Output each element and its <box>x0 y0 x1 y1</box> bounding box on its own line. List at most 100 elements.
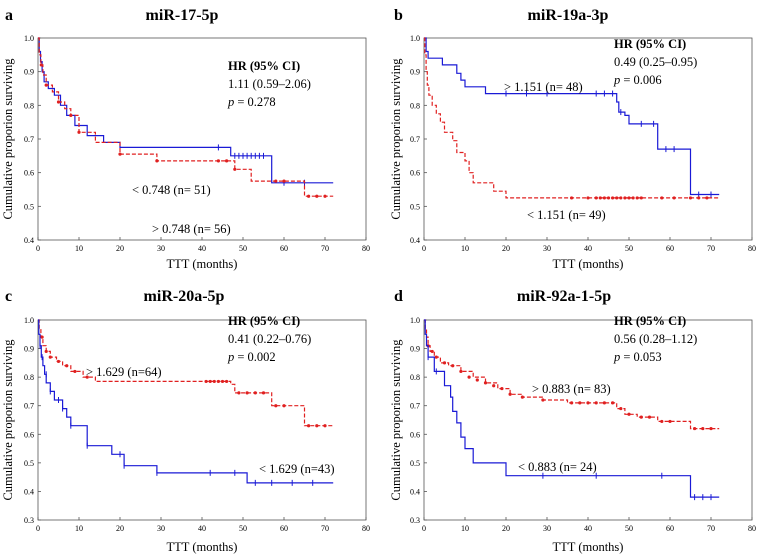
x-tick-label: 10 <box>75 244 83 253</box>
censor-mark-red <box>627 412 631 416</box>
y-tick-label: 0.8 <box>410 373 420 382</box>
series-label-blue: < 0.748 (n= 51) <box>132 183 211 197</box>
censor-mark-red <box>430 349 434 354</box>
panel-title: miR-19a-3p <box>528 7 609 24</box>
x-tick-label: 70 <box>707 524 715 533</box>
p-number: = 0.278 <box>234 95 275 109</box>
x-tick-label: 40 <box>584 524 592 533</box>
censor-mark-red <box>467 375 471 379</box>
censor-mark-red <box>451 364 455 368</box>
y-tick-label: 0.8 <box>24 373 34 382</box>
censor-mark-red <box>586 196 590 200</box>
censor-mark-red <box>204 379 208 384</box>
x-tick-label: 0 <box>36 244 40 253</box>
censor-mark-red <box>39 63 43 67</box>
hr-value: 1.11 (0.59–2.06) <box>228 77 311 91</box>
x-tick-label: 70 <box>321 524 329 533</box>
p-value: p = 0.002 <box>227 350 276 364</box>
censor-mark-red <box>69 113 73 118</box>
panel-letter: d <box>394 288 403 305</box>
panel-letter: a <box>5 7 13 24</box>
censor-mark-red <box>508 392 512 396</box>
x-tick-label: 50 <box>625 524 633 533</box>
censor-mark-red <box>233 167 237 171</box>
censor-mark-red <box>323 194 327 198</box>
x-tick-label: 30 <box>157 524 165 533</box>
censor-mark-red <box>520 395 525 399</box>
y-tick-label: 0.4 <box>410 236 420 245</box>
plot-frame <box>423 319 753 521</box>
censor-mark-red <box>225 159 229 163</box>
censor-mark-red <box>220 379 225 384</box>
censor-mark-red <box>672 196 676 200</box>
panel-d: d miR-92a-1-5p 0.3 0.4 0.5 0.6 0.7 0.8 0.9 1.0 0 10… <box>389 288 756 554</box>
censor-mark-red <box>434 355 438 359</box>
censor-mark-red <box>44 83 48 87</box>
censor-mark-red <box>261 391 266 395</box>
censor-mark-red <box>65 364 69 368</box>
x-tick-label: 80 <box>362 524 370 533</box>
censor-mark-red <box>635 196 639 200</box>
x-tick-label: 0 <box>36 524 40 533</box>
x-axis-label: TTT (months) <box>553 257 624 271</box>
x-tick-label: 70 <box>707 244 715 253</box>
censor-mark-red <box>208 379 212 384</box>
panel-a: a miR-17-5p 0.4 0.5 0.6 0.7 0.8 0.9 1.0 0 10 20 30 40… <box>1 7 370 271</box>
x-tick-label: 40 <box>198 244 206 253</box>
x-tick-label: 60 <box>666 524 674 533</box>
censor-mark-red <box>245 391 249 395</box>
censor-mark-red <box>492 384 496 388</box>
x-tick-label: 40 <box>584 244 592 253</box>
censor-mark-red <box>315 424 319 428</box>
y-tick-label: 0.7 <box>24 402 34 411</box>
x-tick-label: 50 <box>239 244 247 253</box>
panel-b: b miR-19a-3p 0.4 0.5 0.6 0.7 0.8 0.9 1.0 0 10 20 30 4… <box>389 7 756 271</box>
censor-mark-red <box>77 130 81 134</box>
censor-mark-red <box>73 369 77 374</box>
y-tick-label: 0.6 <box>24 430 34 439</box>
censor-mark-red <box>639 196 643 200</box>
y-tick-label: 0.9 <box>24 345 34 354</box>
censor-mark-red <box>56 359 61 364</box>
x-tick-label: 0 <box>422 244 426 253</box>
censor-mark-red <box>606 196 611 200</box>
censor-mark-red <box>697 196 701 200</box>
x-tick-label: 30 <box>543 524 551 533</box>
y-axis-label: Cumulative proporion surviving <box>389 339 403 501</box>
series-label-blue: > 1.151 (n= 48) <box>504 80 583 94</box>
censor-mark-red <box>56 100 61 104</box>
y-tick-label: 0.5 <box>24 202 34 211</box>
plot-frame <box>37 37 367 241</box>
y-tick-label: 0.6 <box>410 169 420 178</box>
censor-mark-red <box>307 194 311 198</box>
censor-mark-red <box>602 196 607 200</box>
censor-mark-red <box>705 196 709 200</box>
censor-mark-red <box>307 424 311 428</box>
x-tick-label: 60 <box>280 244 288 253</box>
p-number: = 0.053 <box>620 350 661 364</box>
y-tick-label: 0.4 <box>24 487 34 496</box>
x-tick-label: 80 <box>362 244 370 253</box>
series-label-blue: < 1.629 (n=43) <box>259 462 335 476</box>
y-tick-label: 0.3 <box>410 516 420 525</box>
hr-value: 0.41 (0.22–0.76) <box>228 332 311 346</box>
y-tick-label: 0.5 <box>24 459 34 468</box>
y-tick-label: 0.4 <box>410 487 420 496</box>
censor-mark-red <box>475 378 479 382</box>
censor-mark-red <box>602 401 607 405</box>
plot-frame <box>37 319 367 521</box>
censor-mark-red <box>701 426 705 431</box>
series-label-red: > 0.883 (n= 83) <box>532 382 611 396</box>
x-axis-label: TTT (months) <box>167 257 238 271</box>
series-label-red: > 1.629 (n=64) <box>86 365 162 379</box>
censor-mark-red <box>44 349 48 354</box>
x-axis-label: TTT (months) <box>553 540 624 554</box>
y-tick-label: 0.6 <box>410 430 420 439</box>
hr-heading: HR (95% CI) <box>614 37 686 51</box>
y-tick-label: 0.9 <box>410 345 420 354</box>
hr-heading: HR (95% CI) <box>228 59 300 73</box>
censor-mark-red <box>155 159 159 163</box>
x-tick-label: 10 <box>461 244 469 253</box>
panel-letter: c <box>5 288 12 305</box>
x-tick-label: 50 <box>625 244 633 253</box>
